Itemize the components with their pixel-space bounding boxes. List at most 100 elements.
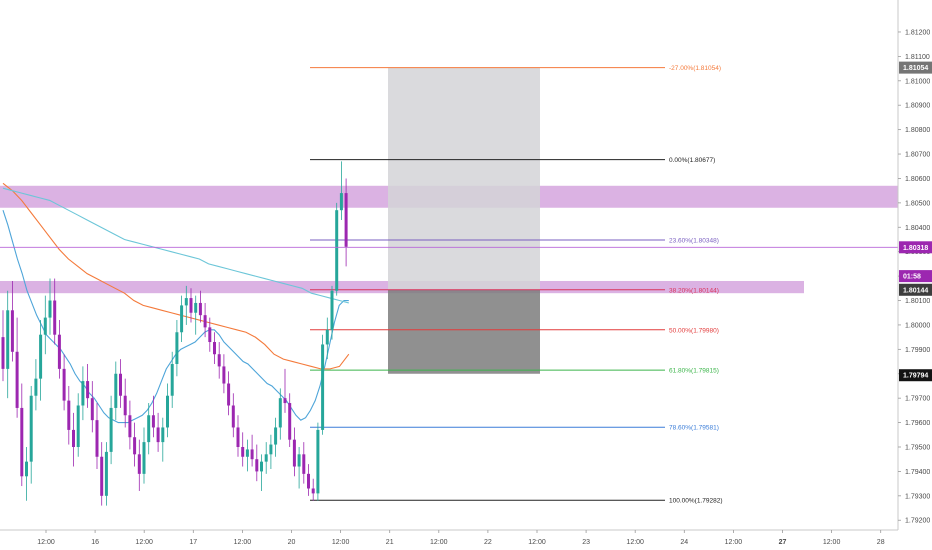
candle-body — [189, 298, 193, 313]
price-tag — [899, 283, 932, 296]
candle-body — [147, 415, 151, 443]
candle-body — [335, 210, 339, 291]
fib-level-label: -27.00%(1.81054) — [669, 65, 721, 72]
candle-body — [104, 451, 108, 496]
candle-body — [76, 405, 80, 447]
time-tick-label: 22 — [484, 539, 492, 546]
price-tag — [899, 369, 932, 382]
candle-body — [86, 381, 90, 399]
price-tag-label: 1.79794 — [903, 373, 928, 380]
price-tag-label: 01:58 — [903, 274, 921, 281]
price-tick-label: 1.80900 — [905, 103, 930, 110]
price-tick-label: 1.81200 — [905, 29, 930, 36]
candle-body — [288, 403, 292, 440]
candle-body — [245, 449, 249, 457]
candle-body — [128, 415, 132, 438]
time-tick-label: 28 — [877, 539, 885, 546]
candle-body — [48, 300, 52, 318]
time-tick-label: 12:00 — [332, 539, 350, 546]
candle-body — [274, 427, 278, 445]
candle-body — [39, 334, 43, 379]
fib-level-label: 0.00%(1.80677) — [669, 157, 715, 164]
time-tick-label: 12:00 — [234, 539, 252, 546]
fib-level-label: 100.00%(1.79282) — [669, 498, 723, 505]
fib-level-label: 50.00%(1.79980) — [669, 327, 719, 334]
price-tick-label: 1.79700 — [905, 396, 930, 403]
time-tick-label: 12:00 — [37, 539, 55, 546]
time-tick-label: 20 — [288, 539, 296, 546]
candle-body — [114, 373, 118, 408]
candle-body — [297, 454, 301, 467]
candle-body — [260, 461, 263, 472]
time-tick-label: 16 — [91, 539, 99, 546]
stop-zone-box[interactable] — [388, 289, 540, 374]
price-tick-label: 1.80700 — [905, 152, 930, 159]
time-tick-label: 24 — [680, 539, 688, 546]
time-tick-label: 12:00 — [725, 539, 743, 546]
candle-body — [161, 427, 165, 443]
price-tick-label: 1.80000 — [905, 322, 930, 329]
candle-body — [151, 415, 155, 428]
price-tick-label: 1.79600 — [905, 420, 930, 427]
candle-body — [62, 368, 66, 401]
time-tick-label: 27 — [779, 539, 787, 546]
time-tick-label: 12:00 — [626, 539, 644, 546]
price-tick-label: 1.79500 — [905, 444, 930, 451]
candle-body — [307, 473, 310, 489]
candle-body — [25, 461, 28, 477]
candle-body — [119, 373, 122, 396]
time-tick-label: 12:00 — [528, 539, 546, 546]
candle-body — [1, 337, 5, 369]
candle-body — [236, 427, 240, 447]
fib-level-label: 78.60%(1.79581) — [669, 425, 719, 432]
price-tick-label: 1.81100 — [905, 54, 930, 61]
candle-body — [213, 342, 216, 355]
candle-body — [170, 363, 174, 396]
price-tag — [899, 270, 932, 283]
candle-body — [15, 351, 19, 408]
fibonacci-layer[interactable]: -27.00%(1.81054) 0.00%(1.80677) 23.60%(1.8… — [310, 65, 723, 505]
candle-body — [269, 444, 273, 455]
candle-body — [180, 305, 184, 333]
time-tick-label: 23 — [582, 539, 590, 546]
candle-body — [316, 429, 320, 494]
candle-body — [137, 454, 141, 474]
candle-body — [20, 407, 24, 477]
candle-body — [81, 381, 85, 406]
candle-body — [100, 456, 104, 496]
candle-body — [203, 315, 207, 328]
candle-body — [95, 420, 99, 457]
candle-body — [142, 442, 146, 474]
candle-body — [184, 298, 188, 306]
price-tag — [899, 241, 932, 254]
candle-body — [156, 427, 160, 443]
candles-layer — [1, 161, 348, 506]
candle-body — [109, 407, 113, 452]
candle-body — [10, 310, 14, 352]
candle-body — [34, 378, 38, 396]
time-tick-label: 21 — [386, 539, 394, 546]
price-tag — [899, 61, 932, 74]
price-tick-label: 1.81000 — [905, 78, 930, 85]
candle-body — [57, 334, 61, 369]
time-tick-label: 12:00 — [823, 539, 841, 546]
price-tag-label: 1.80144 — [903, 287, 928, 294]
candle-body — [198, 302, 202, 316]
price-tick-label: 1.80400 — [905, 225, 930, 232]
position-boxes-layer[interactable] — [388, 67, 540, 374]
fib-level-label: 23.60%(1.80348) — [669, 237, 719, 244]
candle-body — [227, 383, 231, 406]
moving-average-line — [2, 187, 349, 304]
candle-body — [231, 405, 235, 428]
target-zone-box[interactable] — [388, 67, 540, 290]
price-tick-label: 1.80500 — [905, 200, 930, 207]
price-tick-label: 1.80100 — [905, 298, 930, 305]
candle-body — [90, 398, 94, 421]
candle-body — [330, 290, 334, 330]
candle-body — [302, 454, 306, 474]
fib-level-label: 61.80%(1.79815) — [669, 368, 719, 375]
candle-body — [217, 354, 221, 367]
candle-body — [321, 344, 325, 430]
